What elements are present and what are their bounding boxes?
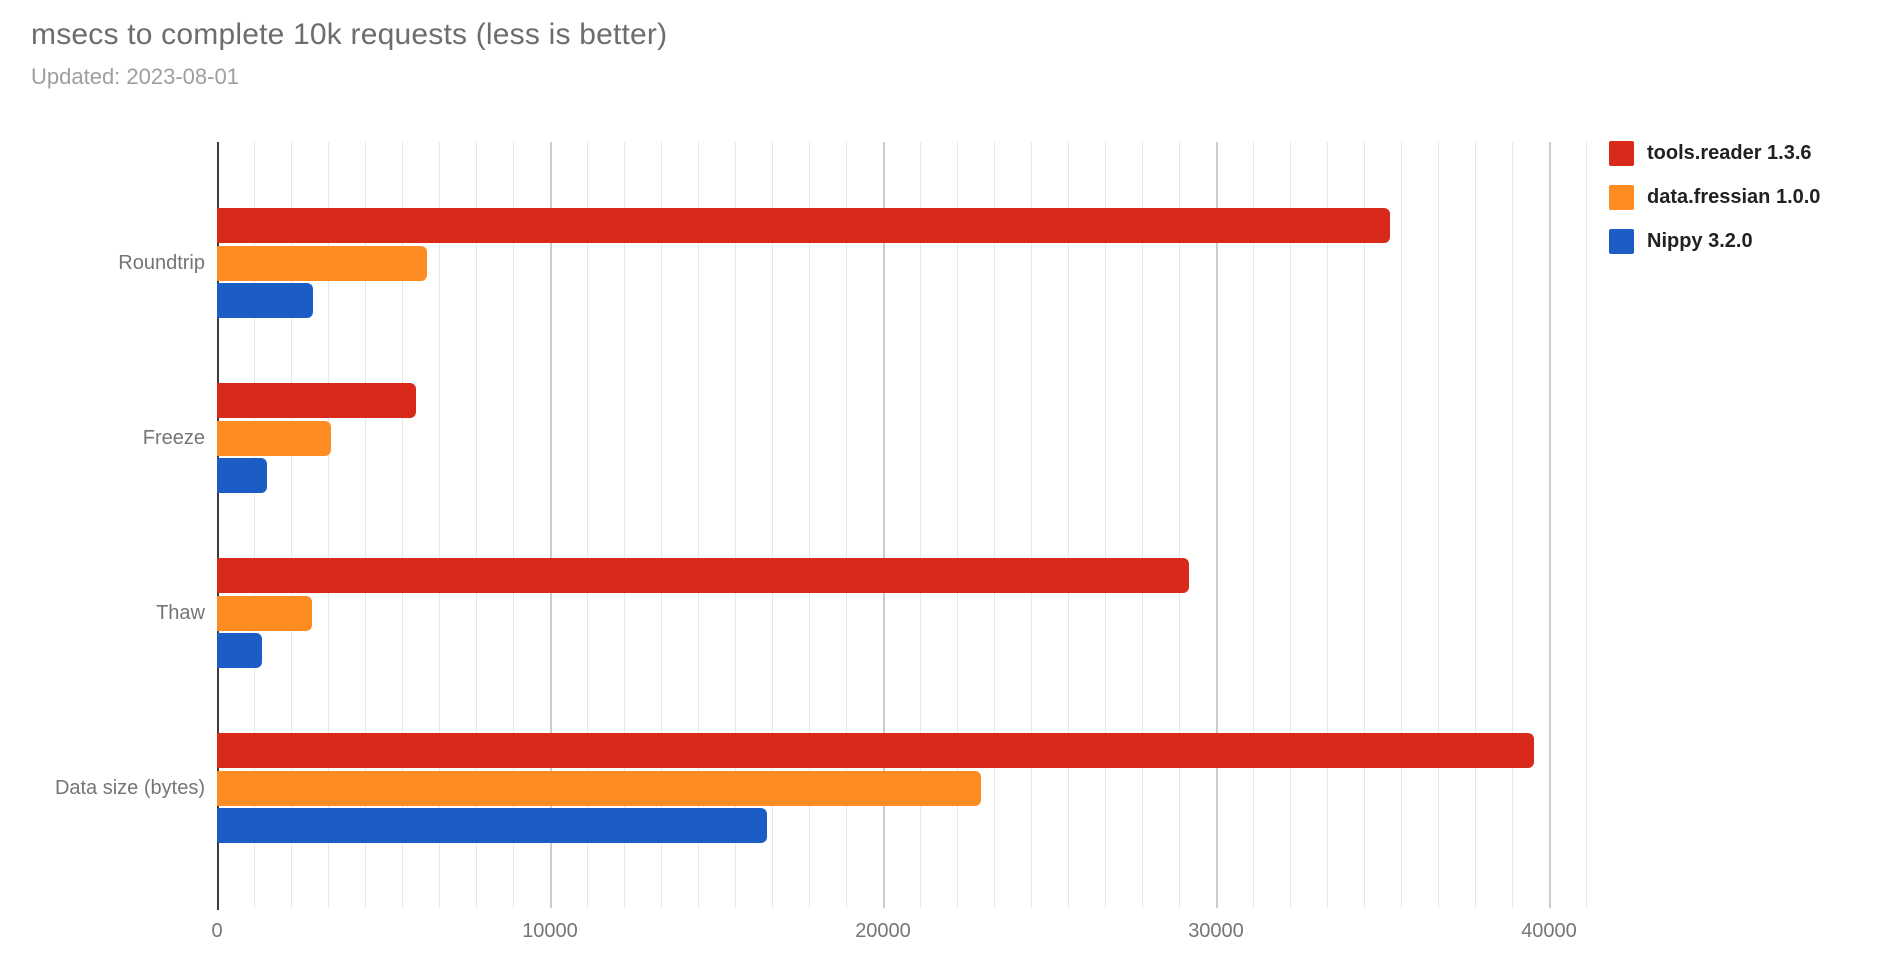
legend-label-tools-reader-1-3-6: tools.reader 1.3.6 [1647,142,1812,164]
major-gridline [883,142,885,908]
legend-swatch-nippy-3-2-0 [1609,229,1634,254]
minor-gridline [1031,142,1032,908]
legend-label-data-fressian-1-0-0: data.fressian 1.0.0 [1647,186,1821,208]
minor-gridline [624,142,625,908]
bar-thaw-data-fressian-1-0-0[interactable] [217,595,312,631]
bar-data-size-bytes-nippy-3-2-0[interactable] [217,808,767,843]
category-label-roundtrip: Roundtrip [118,252,205,274]
minor-gridline [1586,142,1587,908]
bar-data-size-bytes-tools-reader-1-3-6[interactable] [217,733,1535,768]
x-tick-label-30000: 30000 [1188,920,1244,942]
minor-gridline [772,142,773,908]
category-label-data-size-bytes: Data size (bytes) [54,777,205,799]
minor-gridline [365,142,366,908]
minor-gridline [1475,142,1476,908]
legend-item-tools-reader-1-3-6: tools.reader 1.3.6 [1609,141,1820,166]
legend-swatch-tools-reader-1-3-6 [1609,141,1634,166]
minor-gridline [735,142,736,908]
minor-gridline [1364,142,1365,908]
minor-gridline [1512,142,1513,908]
minor-gridline [513,142,514,908]
major-gridline [550,142,552,908]
minor-gridline [402,142,403,908]
bar-thaw-nippy-3-2-0[interactable] [217,633,262,668]
legend-label-nippy-3-2-0: Nippy 3.2.0 [1647,230,1753,252]
x-axis-zero-line [217,142,219,910]
major-gridline [1216,142,1218,908]
bar-freeze-nippy-3-2-0[interactable] [217,458,268,493]
bar-roundtrip-data-fressian-1-0-0[interactable] [217,245,427,281]
category-label-thaw: Thaw [156,602,205,624]
minor-gridline [328,142,329,908]
category-label-freeze: Freeze [142,427,205,449]
legend-item-data-fressian-1-0-0: data.fressian 1.0.0 [1609,185,1820,210]
minor-gridline [809,142,810,908]
x-tick-label-20000: 20000 [855,920,911,942]
bar-freeze-data-fressian-1-0-0[interactable] [217,420,332,456]
bar-data-size-bytes-data-fressian-1-0-0[interactable] [217,770,981,806]
x-tick-label-10000: 10000 [522,920,578,942]
bar-freeze-tools-reader-1-3-6[interactable] [217,383,416,418]
minor-gridline [439,142,440,908]
chart-subtitle: Updated: 2023-08-01 [31,64,239,89]
minor-gridline [1290,142,1291,908]
x-tick-label-0: 0 [211,920,223,942]
minor-gridline [1142,142,1143,908]
minor-gridline [698,142,699,908]
bar-roundtrip-tools-reader-1-3-6[interactable] [217,208,1390,243]
bar-thaw-tools-reader-1-3-6[interactable] [217,558,1190,593]
minor-gridline [254,142,255,908]
minor-gridline [920,142,921,908]
minor-gridline [957,142,958,908]
minor-gridline [1105,142,1106,908]
bar-roundtrip-nippy-3-2-0[interactable] [217,283,313,318]
minor-gridline [1179,142,1180,908]
minor-gridline [1438,142,1439,908]
minor-gridline [661,142,662,908]
major-gridline [1549,142,1551,908]
minor-gridline [1253,142,1254,908]
minor-gridline [846,142,847,908]
minor-gridline [1401,142,1402,908]
minor-gridline [1068,142,1069,908]
x-tick-label-40000: 40000 [1521,920,1577,942]
legend: tools.reader 1.3.6 data.fressian 1.0.0 Nip… [1609,141,1820,254]
minor-gridline [1327,142,1328,908]
minor-gridline [587,142,588,908]
minor-gridline [994,142,995,908]
minor-gridline [476,142,477,908]
chart-title: msecs to complete 10k requests (less is … [31,18,668,51]
legend-swatch-data-fressian-1-0-0 [1609,185,1634,210]
legend-item-nippy-3-2-0: Nippy 3.2.0 [1609,229,1820,254]
minor-gridline [291,142,292,908]
